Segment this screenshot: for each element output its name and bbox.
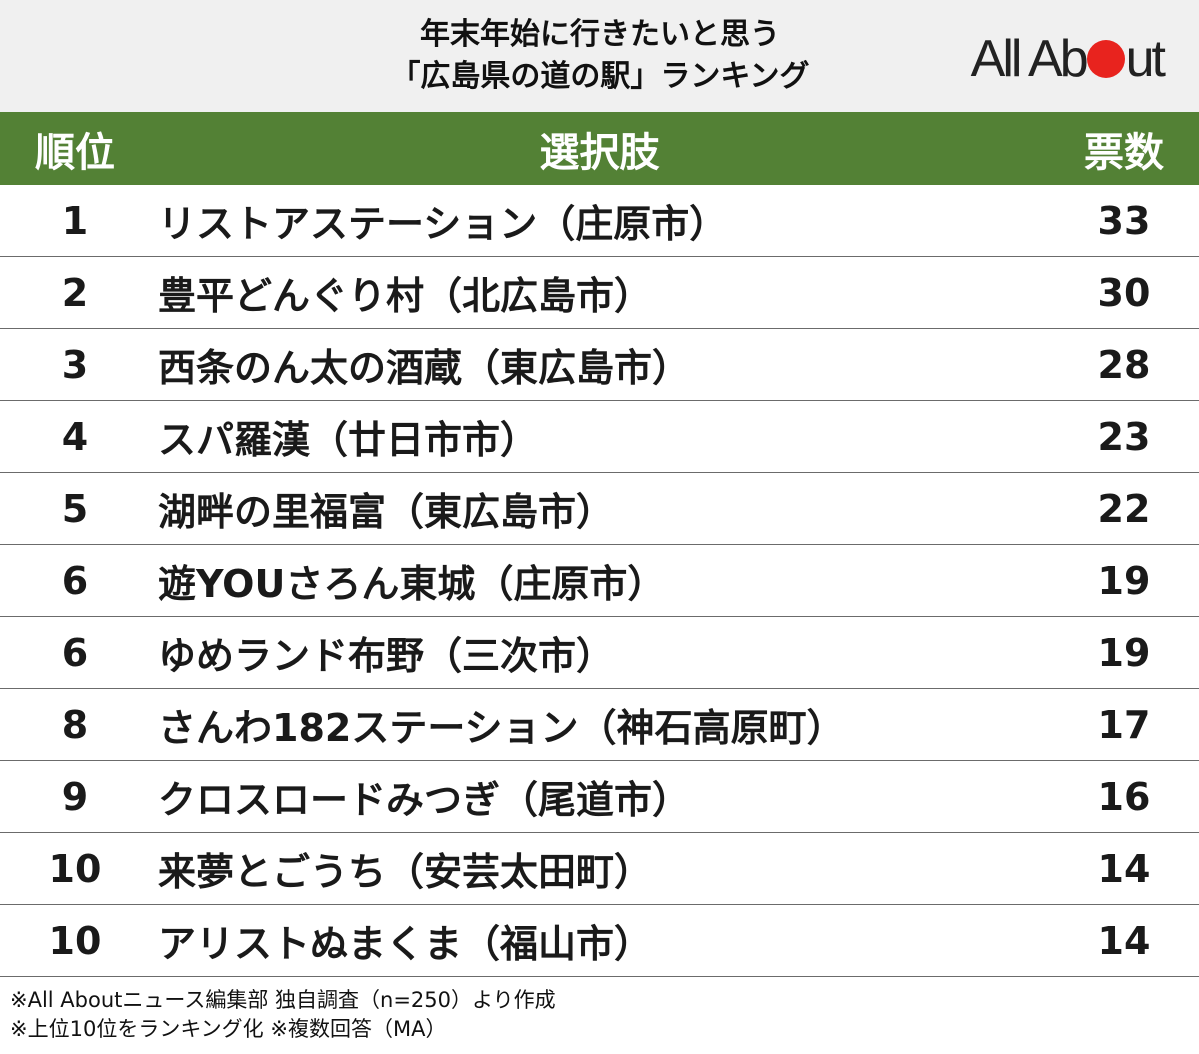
votes-cell: 14 xyxy=(1049,904,1199,977)
column-header-votes: 票数 xyxy=(1049,112,1199,185)
choice-cell: クロスロードみつぎ（尾道市） xyxy=(150,760,1049,833)
rank-cell: 6 xyxy=(0,616,150,689)
rank-cell: 8 xyxy=(0,688,150,761)
votes-cell: 28 xyxy=(1049,328,1199,401)
choice-cell: 来夢とごうち（安芸太田町） xyxy=(150,832,1049,905)
rank-cell: 3 xyxy=(0,328,150,401)
choice-cell: さんわ182ステーション（神石高原町） xyxy=(150,688,1049,761)
header-banner: 年末年始に行きたいと思う 「広島県の道の駅」ランキング All Ab ut xyxy=(0,0,1199,112)
footnote-source: ※All Aboutニュース編集部 独自調査（n=250）より作成 xyxy=(10,988,556,1012)
allabout-logo: All Ab ut xyxy=(970,28,1166,90)
rank-cell: 4 xyxy=(0,400,150,473)
table-row: 1 リストアステーション（庄原市） 33 xyxy=(0,185,1199,257)
rank-cell: 5 xyxy=(0,472,150,545)
choice-cell: アリストぬまくま（福山市） xyxy=(150,904,1049,977)
table-row: 9 クロスロードみつぎ（尾道市） 16 xyxy=(0,760,1199,833)
votes-cell: 17 xyxy=(1049,688,1199,761)
table-row: 10 アリストぬまくま（福山市） 14 xyxy=(0,904,1199,977)
footnote-method: ※上位10位をランキング化 ※複数回答（MA） xyxy=(10,1017,447,1041)
logo-text-post: ut xyxy=(1125,30,1166,88)
table-row: 6 遊YOUさろん東城（庄原市） 19 xyxy=(0,544,1199,617)
votes-cell: 22 xyxy=(1049,472,1199,545)
table-row: 3 西条のん太の酒蔵（東広島市） 28 xyxy=(0,328,1199,401)
rank-cell: 10 xyxy=(0,904,150,977)
rank-cell: 6 xyxy=(0,544,150,617)
column-header-choice: 選択肢 xyxy=(150,112,1049,185)
votes-cell: 16 xyxy=(1049,760,1199,833)
ranking-table: 順位 選択肢 票数 1 リストアステーション（庄原市） 33 2 豊平どんぐり村（北広島… xyxy=(0,112,1199,977)
votes-cell: 30 xyxy=(1049,256,1199,329)
choice-cell: 西条のん太の酒蔵（東広島市） xyxy=(150,328,1049,401)
choice-cell: スパ羅漢（廿日市市） xyxy=(150,400,1049,473)
table-row: 10 来夢とごうち（安芸太田町） 14 xyxy=(0,832,1199,905)
table-row: 8 さんわ182ステーション（神石高原町） 17 xyxy=(0,688,1199,761)
rank-cell: 1 xyxy=(0,185,150,257)
ranking-table-body: 1 リストアステーション（庄原市） 33 2 豊平どんぐり村（北広島市） 30 3 西条のん太… xyxy=(0,185,1199,977)
choice-cell: 湖畔の里福富（東広島市） xyxy=(150,472,1049,545)
votes-cell: 33 xyxy=(1049,185,1199,257)
choice-cell: 豊平どんぐり村（北広島市） xyxy=(150,256,1049,329)
logo-text-pre: All Ab xyxy=(970,30,1089,88)
rank-cell: 9 xyxy=(0,760,150,833)
choice-cell: 遊YOUさろん東城（庄原市） xyxy=(150,544,1049,617)
table-row: 2 豊平どんぐり村（北広島市） 30 xyxy=(0,256,1199,329)
title-line-2: 「広島県の道の駅」ランキング xyxy=(390,59,810,94)
page-title: 年末年始に行きたいと思う 「広島県の道の駅」ランキング xyxy=(250,14,950,98)
votes-cell: 23 xyxy=(1049,400,1199,473)
table-row: 6 ゆめランド布野（三次市） 19 xyxy=(0,616,1199,689)
table-header-row: 順位 選択肢 票数 xyxy=(0,112,1199,185)
footnotes: ※All Aboutニュース編集部 独自調査（n=250）より作成 ※上位10位… xyxy=(10,986,556,1044)
rank-cell: 10 xyxy=(0,832,150,905)
column-header-rank: 順位 xyxy=(0,112,150,185)
table-row: 4 スパ羅漢（廿日市市） 23 xyxy=(0,400,1199,473)
votes-cell: 14 xyxy=(1049,832,1199,905)
title-line-1: 年末年始に行きたいと思う xyxy=(420,17,780,52)
table-row: 5 湖畔の里福富（東広島市） 22 xyxy=(0,472,1199,545)
logo-red-dot-icon xyxy=(1086,40,1125,78)
choice-cell: ゆめランド布野（三次市） xyxy=(150,616,1049,689)
rank-cell: 2 xyxy=(0,256,150,329)
votes-cell: 19 xyxy=(1049,616,1199,689)
choice-cell: リストアステーション（庄原市） xyxy=(150,185,1049,257)
votes-cell: 19 xyxy=(1049,544,1199,617)
